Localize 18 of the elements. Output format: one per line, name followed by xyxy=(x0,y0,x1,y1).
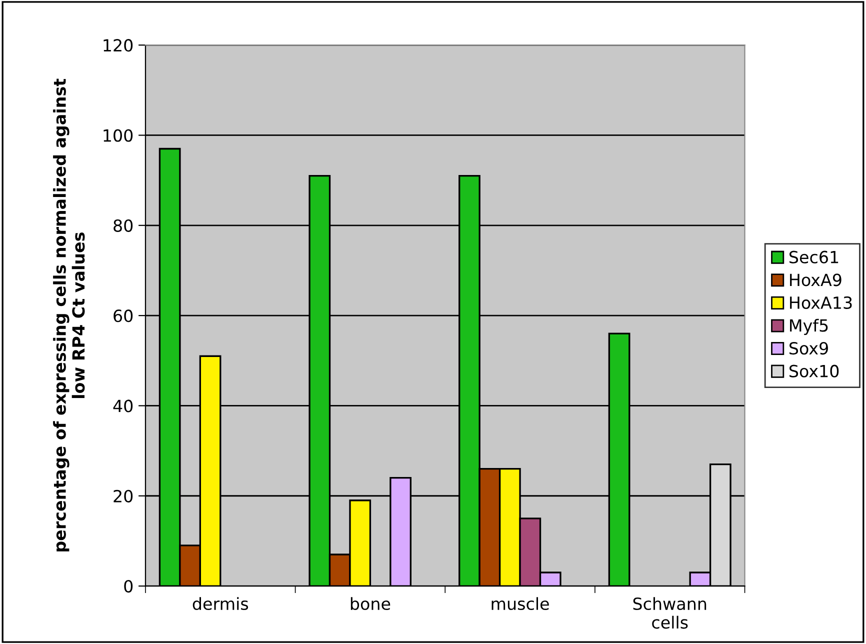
y-tick-label: 0 xyxy=(124,580,133,593)
x-tick-label: dermis xyxy=(192,597,248,610)
legend-label: HoxA9 xyxy=(790,274,842,286)
x-tick-label: muscle xyxy=(492,597,549,610)
legend-label: Sox9 xyxy=(790,342,828,355)
legend-label: Sec61 xyxy=(790,250,838,264)
x-tick-label: bone xyxy=(350,597,390,610)
y-tick-label: 100 xyxy=(104,129,133,142)
legend-label: Myf5 xyxy=(790,318,828,336)
y-tick-label: 20 xyxy=(114,490,133,502)
y-tick-label: 40 xyxy=(113,400,133,412)
legend-label: HoxA13 xyxy=(790,296,852,309)
y-tick-label: 60 xyxy=(114,310,133,322)
y-axis-title: percentage of expressing cells normalized against low RP4 Ct values xyxy=(53,78,85,552)
x-tick-label: Schwann cells xyxy=(633,597,706,629)
legend-label: Sox10 xyxy=(790,364,839,378)
y-tick-label: 80 xyxy=(114,219,133,232)
y-tick-label: 120 xyxy=(104,39,133,52)
